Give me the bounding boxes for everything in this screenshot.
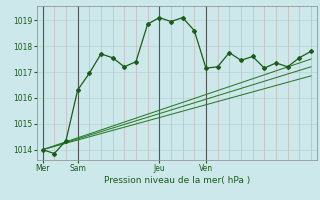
X-axis label: Pression niveau de la mer( hPa ): Pression niveau de la mer( hPa ) xyxy=(104,176,250,185)
